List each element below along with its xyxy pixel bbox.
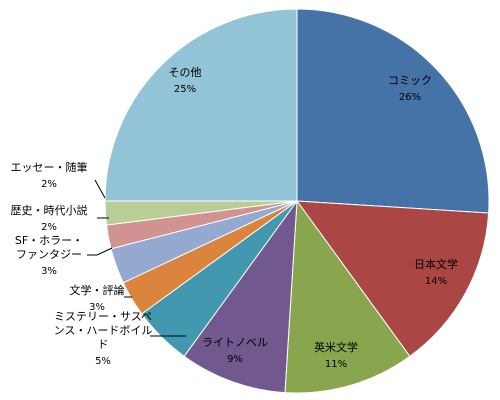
pie-slice-0 (296, 8, 490, 214)
slice-label-group-6: SF・ホラー・ファンタジー 3% (15, 234, 83, 277)
slice-percent-5: 3% (89, 302, 105, 313)
pie-slice-1 (295, 200, 490, 358)
slice-label-group-2: 英米文学 11% (314, 340, 358, 370)
slice-label-4-line-0: ミステリー・サスペ (54, 310, 152, 323)
slice-label-1-line-0: 日本文学 (414, 257, 458, 271)
slice-label-group-8: エッセー・随筆 2% (11, 160, 88, 190)
slice-percent-6: 3% (41, 266, 57, 277)
slice-label-9-line-0: その他 (169, 66, 202, 79)
slice-label-group-9: その他 25% (169, 66, 202, 95)
slice-percent-9: 25% (174, 84, 196, 95)
slice-label-group-5: 文学・評論 3% (70, 283, 125, 313)
slice-label-4-line-2: ド (98, 338, 109, 351)
slice-label-2-line-0: 英米文学 (314, 340, 358, 354)
pie-slice-3 (183, 199, 298, 394)
slice-label-8-line-0: エッセー・随筆 (11, 160, 88, 174)
slice-label-6-line-1: ファンタジー (16, 248, 82, 261)
slice-percent-7: 2% (41, 222, 57, 233)
slice-percent-2: 11% (325, 359, 347, 370)
slice-label-7-line-0: 歴史・時代小説 (11, 203, 88, 217)
slice-label-4-line-1: ンス・ハードボイル (54, 324, 153, 337)
pie-slice-2 (284, 199, 411, 394)
slice-label-group-7: 歴史・時代小説 2% (11, 203, 88, 233)
slice-percent-4: 5% (95, 356, 111, 367)
pie-slice-9 (104, 8, 298, 202)
leader-line-6 (87, 247, 113, 256)
slice-percent-3: 9% (227, 354, 243, 365)
slice-label-6-line-0: SF・ホラー・ (15, 234, 83, 247)
slice-label-5-line-0: 文学・評論 (70, 283, 125, 297)
slice-label-0-line-0: コミック (388, 74, 432, 87)
slice-label-3-line-0: ライトノベル (202, 336, 268, 349)
slice-percent-1: 14% (425, 276, 447, 287)
slice-label-group-3: ライトノベル 9% (202, 336, 268, 365)
slice-label-group-0: コミック 26% (388, 74, 432, 103)
slice-percent-8: 2% (41, 179, 57, 190)
slice-percent-0: 26% (399, 92, 421, 103)
slice-label-group-1: 日本文学 14% (414, 257, 458, 287)
leader-line-8 (94, 179, 106, 199)
